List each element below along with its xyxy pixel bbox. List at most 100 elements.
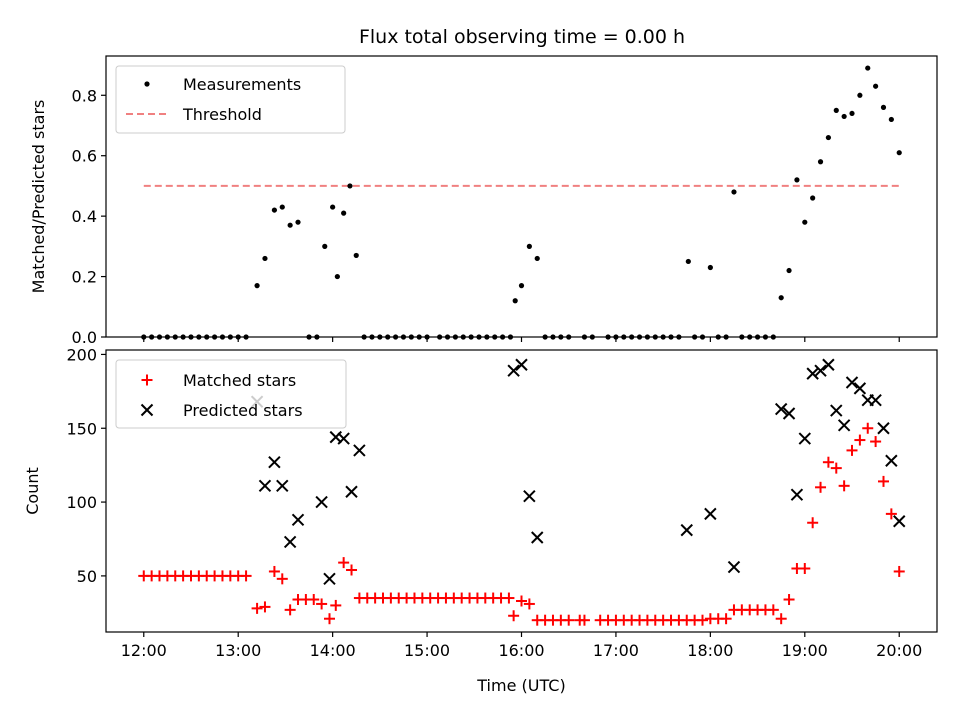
legend-label-measurements: Measurements [183,75,301,94]
ratio-y-axis-label: Matched/Predicted stars [29,100,48,294]
measurement-point [685,258,691,265]
count-y-tick-label: 50 [77,567,97,586]
measurement-point [322,243,328,249]
count-y-axis-label: Count [23,467,42,515]
matched-star-point [807,517,819,529]
measurement-point [817,159,824,165]
x-tick-label: 18:00 [687,641,733,660]
measurement-point [341,210,347,216]
matched-star-point [323,613,335,625]
predicted-star-point [258,479,272,493]
matched-star-point [815,481,827,493]
legend-label-matched: Matched stars [183,371,296,390]
measurement-point [254,283,260,289]
measurement-point [707,264,713,271]
matched-star-point [877,475,889,487]
matched-star-point [563,614,575,626]
x-tick-label: 17:00 [593,641,639,660]
predicted-star-point [315,495,328,509]
measurement-point [518,283,525,289]
measurement-point [778,295,784,301]
predicted-star-point [337,432,350,445]
predicted-star-point [845,376,859,389]
count-y-tick-label: 200 [66,345,97,364]
measurement-point [849,110,855,117]
predicted-star-point [323,572,336,586]
predicted-star-point [782,407,796,420]
matched-star-point [783,594,795,606]
matched-star-point [316,598,328,610]
matched-star-point [893,565,905,577]
matched-star-point [696,614,708,626]
predicted-star-point [345,485,358,498]
matched-star-point [259,601,271,613]
predicted-star-point [893,515,906,528]
matched-star-point [346,564,358,576]
ratio-y-tick-label: 0.0 [72,328,97,347]
predicted-star-point [822,358,835,371]
predicted-star-point [885,454,898,467]
predicted-star-point [268,456,281,469]
x-tick-label: 15:00 [404,641,450,660]
predicted-star-point [291,513,305,526]
legend-x-mark [140,403,154,417]
predicted-star-point [853,382,867,395]
measurement-point [880,104,887,110]
predicted-star-point [830,404,843,417]
count-y-tick-label: 100 [66,493,97,512]
matched-star-point [508,610,520,622]
legend-dot-icon [144,81,150,87]
matched-star-point [775,613,787,625]
measurement-point [825,134,832,141]
x-tick-label: 20:00 [876,641,922,660]
measurement-point [353,252,359,259]
measurement-point [295,219,301,225]
measurement-point [865,65,871,71]
ratio-y-tick-label: 0.6 [72,147,97,166]
figure-title: Flux total observing time = 0.00 h [359,26,685,48]
ratio-y-tick-label: 0.4 [72,207,97,226]
matched-star-point [822,456,834,468]
predicted-star-point [276,479,289,493]
predicted-star-point [869,393,882,407]
predicted-star-point [515,358,528,371]
ratio-panel: 0.00.20.40.60.8 Matched/Predicted stars … [29,55,938,347]
matched-star-point [830,462,842,474]
measurement-point [334,273,340,280]
legend-plus-icon [141,374,153,386]
matched-star-point [240,570,252,582]
x-tick-label: 16:00 [498,641,544,660]
matched-star-point [720,613,732,625]
matched-star-point [503,592,515,604]
predicted-star-point [704,507,717,521]
measurement-point [857,92,863,98]
ratio-legend-box [115,65,346,134]
matched-star-point [767,604,779,616]
predicted-star-point [523,489,536,503]
matched-star-point [870,436,882,448]
predicted-star-point [283,535,297,549]
matched-star-point [854,434,866,446]
matched-star-point [523,598,535,610]
matched-star-point [846,444,858,456]
predicted-star-point [837,419,851,432]
measurement-point [271,207,278,213]
measurement-point [731,189,737,195]
count-legend: Matched stars Predicted stars [115,359,347,429]
measurement-point [512,298,518,304]
measurement-point [786,267,792,274]
measurement-point [888,116,894,123]
x-tick-label: 19:00 [782,641,828,660]
ratio-legend: Measurements Threshold [115,65,346,134]
count-y-tick-label: 150 [66,419,97,438]
matched-star-point [516,595,527,607]
x-tick-label: 13:00 [215,641,261,660]
matched-star-point [338,557,350,569]
measurement-point [794,177,800,183]
measurement-point [287,222,293,228]
predicted-star-point [790,488,804,501]
matched-star-point [838,480,850,492]
legend-plus-mark [141,374,153,386]
predicted-star-point [814,364,827,377]
